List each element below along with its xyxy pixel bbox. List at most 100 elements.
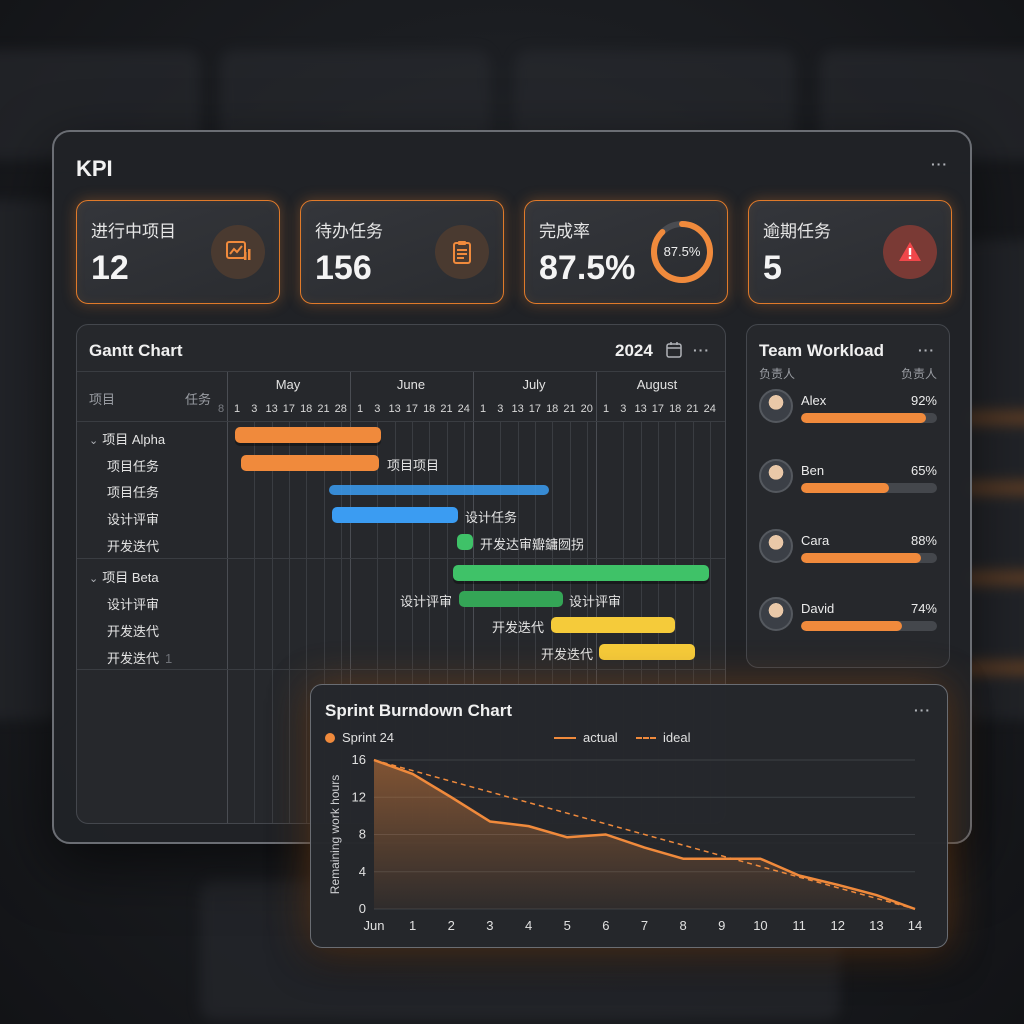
task-row[interactable]: 设计评审 [107,594,159,613]
x-tick-label: Jun [364,918,385,933]
task-row[interactable]: 设计评审 [107,509,159,528]
alert-icon [883,225,937,279]
ring-label: 87.5% [664,244,701,259]
team-header-left: 负责人 [759,367,796,381]
task-row[interactable]: 开发迭代 1 [107,648,172,667]
x-tick-label: 11 [792,918,806,933]
gantt-bar-alpha-summary-2[interactable] [329,485,549,495]
y-tick-label: 4 [359,864,366,879]
day-gridline [411,421,413,823]
gantt-bar-alpha-summary[interactable] [235,427,381,443]
more-options-icon[interactable]: ··· [931,156,948,172]
day-gridline [517,421,519,823]
row-label: 项目任务 [107,459,160,474]
month-label: June [396,377,426,392]
task-row[interactable]: 项目任务 [107,456,159,475]
row-label: 设计评审 [107,597,160,612]
ideal-line [373,759,916,910]
legend-ideal: ideal [663,730,691,745]
actual-area [374,760,915,909]
kpi-label: 待办任务 [315,222,383,241]
row-label: 项目 Beta [102,570,159,585]
month-divider [350,371,351,823]
actual-line [373,758,916,911]
workload-bar-fill [801,413,927,423]
column-header-task: 任务 [185,392,212,407]
y-tick-label: 12 [352,789,366,804]
legend-ideal-swatch [636,737,656,739]
x-tick-label: 13 [869,918,883,933]
day-label: 21 [686,403,699,415]
calendar-icon[interactable] [665,341,683,364]
workload-bar-fill [801,553,921,563]
gantt-bar-label: 项目项目 [387,458,440,473]
day-label: 24 [457,403,470,415]
more-options-icon[interactable]: ··· [693,342,710,358]
more-options-icon[interactable]: ··· [914,702,931,718]
member-name: Cara [801,533,830,548]
x-tick-label: 9 [718,918,725,933]
avatar [759,529,793,563]
more-options-icon[interactable]: ··· [918,342,935,358]
kpi-card-completion-rate[interactable]: 完成率 87.5% 87.5% [524,200,728,304]
gantt-bar-label: 开发迭代 [541,647,594,662]
x-tick-label: 5 [564,918,571,933]
gantt-bar-alpha-review[interactable] [332,507,458,523]
burndown-chart-card: Sprint Burndown Chart ··· Sprint 24 actu… [310,684,948,948]
chevron-down-icon[interactable]: ⌄ [89,573,99,585]
row-suffix: 1 [165,651,173,666]
task-row[interactable]: 开发迭代 [107,536,159,555]
row-label: 开发迭代 [107,539,160,554]
y-axis-label: Remaining work hours [328,775,342,894]
project-group-row[interactable]: ⌄ 项目 Beta [89,567,159,586]
kpi-label: 逾期任务 [763,222,831,241]
gantt-bar-label: 开发达审瓣鏞囫拐 [480,537,585,552]
kpi-card-todo-tasks[interactable]: 待办任务 156 [300,200,504,304]
day-label: 3 [251,403,258,415]
gantt-bar-alpha-task[interactable] [241,455,379,471]
day-label: 8 [217,403,225,415]
workload-bar-fill [801,621,902,631]
gantt-bar-beta-summary[interactable] [453,565,709,581]
gantt-bar-beta-review[interactable] [459,591,563,607]
day-label: 18 [669,403,682,415]
gantt-bar-label: 设计评审 [400,594,453,609]
workload-bar [801,483,937,493]
avatar [759,389,793,423]
avatar [759,597,793,631]
task-row[interactable]: 项目任务 [107,482,159,501]
x-tick-label: 3 [486,918,493,933]
member-percent: 92% [910,393,937,408]
day-gridline [394,421,396,823]
day-gridline [323,421,325,823]
burndown-title: Sprint Burndown Chart [325,701,512,720]
gantt-bar-label: 设计任务 [465,510,518,525]
gantt-bar-alpha-iter[interactable] [457,534,473,550]
day-label: 24 [703,403,716,415]
member-name: Ben [801,463,825,478]
gantt-bar-beta-iter-2[interactable] [599,644,695,660]
sprint-label: Sprint 24 [342,730,395,745]
member-name: David [801,601,835,616]
day-label: 21 [317,403,330,415]
day-gridline [500,421,502,823]
day-label: 18 [300,403,313,415]
chevron-down-icon[interactable]: ⌄ [89,435,99,447]
kpi-card-active-projects[interactable]: 进行中项目 12 [76,200,280,304]
kpi-card-overdue-tasks[interactable]: 逾期任务 5 [748,200,952,304]
x-tick-label: 10 [753,918,767,933]
team-workload-card: Team Workload ··· 负责人 负责人 Alex 92% Ben 65% C… [746,324,950,668]
gantt-bar-beta-iter-1[interactable] [551,617,675,633]
task-row[interactable]: 开发迭代 [107,621,159,640]
legend-actual-swatch [554,737,576,739]
month-divider [227,371,228,823]
day-gridline [446,421,448,823]
header-divider [77,371,725,372]
gantt-title: Gantt Chart [89,341,183,360]
x-tick-label: 12 [830,918,844,933]
day-label: 1 [356,403,364,415]
day-label: 17 [651,403,665,415]
project-group-row[interactable]: ⌄ 项目 Alpha [89,429,165,448]
day-gridline [692,421,694,823]
